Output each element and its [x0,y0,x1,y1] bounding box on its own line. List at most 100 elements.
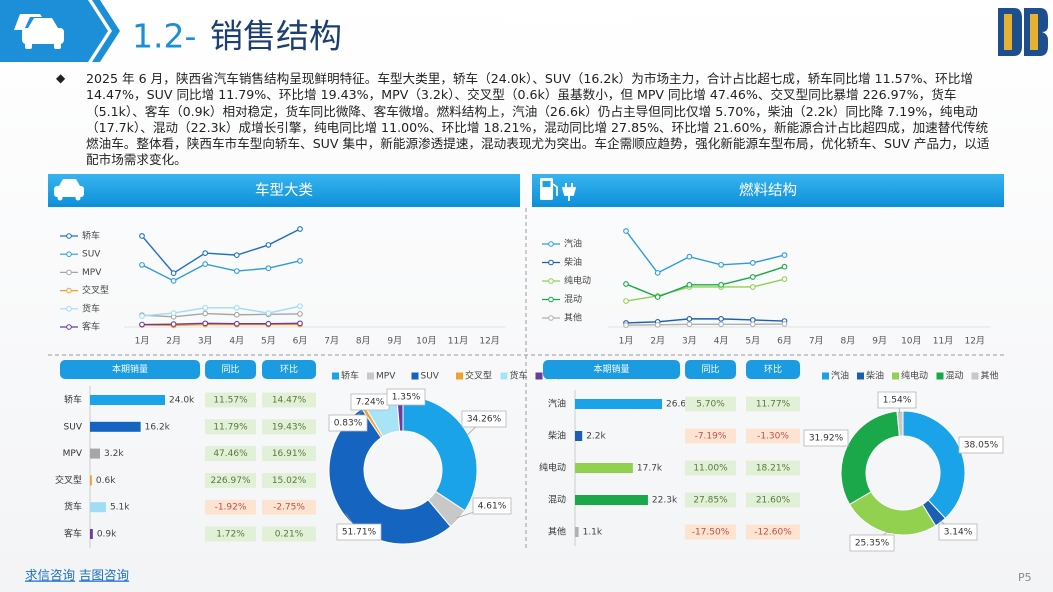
x-tick-label: 4月 [714,336,729,347]
bar [90,529,93,539]
category-label: 柴油 [548,430,566,442]
legend-swatch [367,372,374,380]
table-cell [205,526,256,542]
x-tick-label: 6月 [293,336,308,347]
x-tick-label: 9月 [387,336,402,347]
legend-label: 轿车 [82,230,100,242]
table-header [262,360,316,379]
category-label: 交叉型 [55,474,82,486]
marker [654,270,661,276]
marker [170,310,177,316]
marker [749,284,756,290]
table-cell [262,472,316,488]
header-chevron [92,0,120,62]
table-header-label: 本期销量 [112,363,148,375]
x-tick-label: 2月 [650,336,665,347]
table-cell-text: 15.02% [272,476,307,486]
x-tick-label: 8月 [841,336,856,347]
table-cell-text: -1.30% [757,432,789,442]
label-box [938,523,978,541]
table-cell [746,524,800,540]
legend-label: SUV [82,250,101,260]
marker [170,321,177,327]
bar [575,463,633,473]
bar-label: 17.7k [637,464,663,474]
label-box [803,429,849,447]
x-tick-label: 7月 [324,336,339,347]
table-header [685,360,736,379]
x-tick-label: 9月 [872,336,887,347]
marker [623,322,629,328]
x-tick-label: 10月 [416,336,436,347]
marker [623,228,629,234]
marker [718,321,724,328]
bar [90,502,106,513]
category-label: 混动 [548,495,566,506]
marker [686,281,693,288]
legend-label: 货车 [82,302,100,314]
table-cell-text: 11.00% [693,464,728,474]
car-icon [54,179,84,201]
marker [623,281,629,287]
legend-label: 柴油 [564,256,582,268]
legend-label: 交叉型 [465,370,492,382]
table-cell [685,396,736,412]
x-tick-label: 11月 [933,336,953,347]
legend-marker [66,269,72,276]
marker [265,320,272,327]
legend-label: 混动 [564,294,582,305]
x-tick-label: 10月 [901,336,921,347]
bar-label: 2.2k [586,432,606,442]
page-number: P5 [1018,571,1032,584]
legend-marker [548,315,554,321]
line [141,305,301,317]
data-label: 31.92% [809,434,844,444]
table-cell [205,392,256,408]
table-cell [262,499,316,515]
data-label: 25.35% [855,539,890,549]
legend-swatch [892,372,899,380]
marker [686,253,693,260]
donut-slice [896,410,904,437]
legend-label: 轿车 [341,370,359,382]
bar [575,527,579,537]
marker [139,321,145,328]
label-box [877,391,917,409]
bar [575,431,583,441]
footer-link[interactable]: 求信咨询 [25,568,75,583]
line [141,323,300,327]
marker [749,274,756,280]
marker [139,313,145,319]
data-label: 7.24% [356,398,385,408]
legend-label: 其他 [564,312,582,324]
table-header [205,360,256,379]
legend-marker [548,296,554,303]
table-cell-text: 19.43% [272,422,307,432]
table-cell [685,524,736,540]
legend-marker [66,306,72,312]
label-box [336,523,382,541]
table-cell-text: 11.79% [213,422,248,432]
line [141,260,301,282]
footer-link[interactable]: 吉图咨询 [79,568,129,583]
line [141,322,301,326]
panel-title: 车型大类 [255,182,313,199]
marker [265,242,272,248]
bar-label: 5.1k [110,503,130,513]
marker [297,320,303,327]
table-cell [262,419,316,435]
bar [90,448,100,459]
legend-marker [548,259,554,266]
legend-label: 纯电动 [564,275,591,287]
panel-title: 燃料结构 [739,181,797,199]
bar-label: 0.9k [97,530,117,540]
bullet: ◆ [56,71,66,85]
table-cell-text: 21.60% [756,496,791,506]
table-cell [262,526,316,542]
label-box [328,414,368,432]
table-cell [205,446,256,462]
x-tick-label: 1月 [135,336,150,347]
legend-label: 混动 [946,371,964,382]
table-cell-text: 11.77% [756,400,791,410]
table-cell [746,460,800,476]
